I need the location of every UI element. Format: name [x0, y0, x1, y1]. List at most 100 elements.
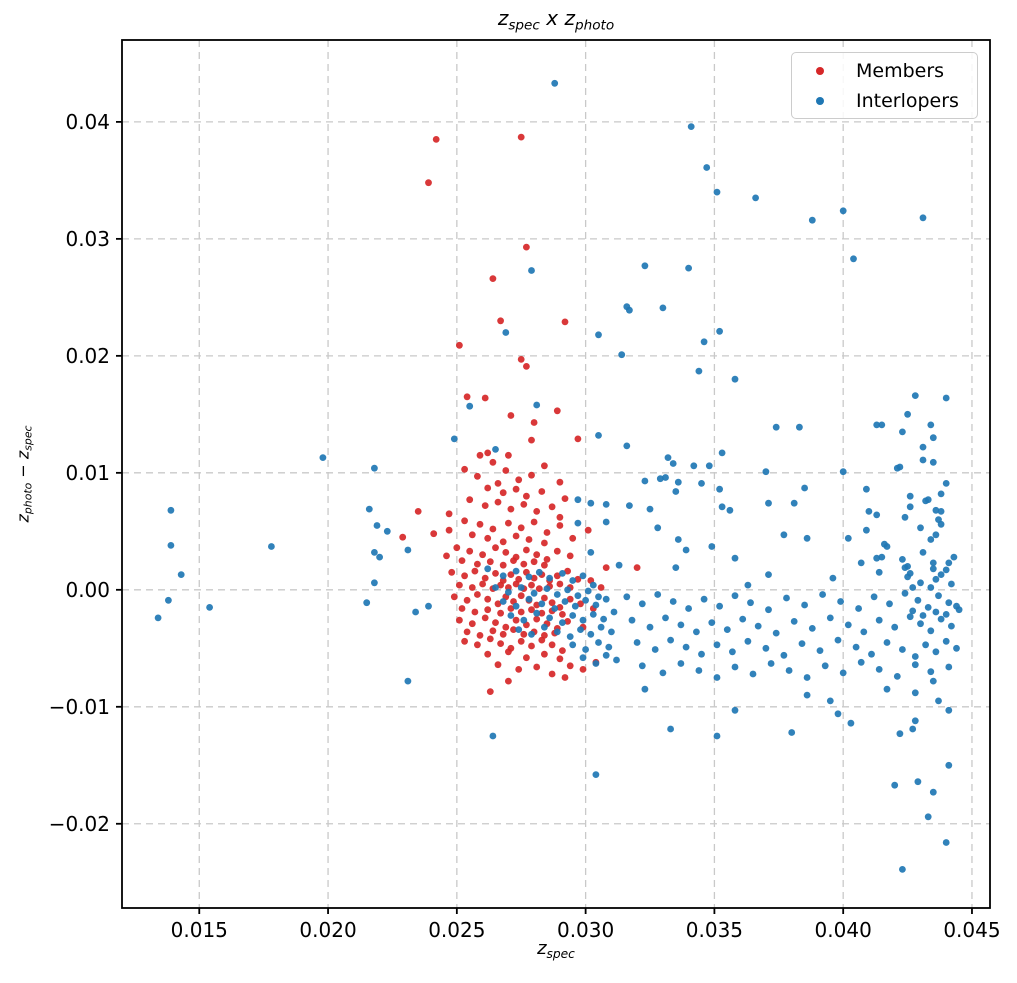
scatter-point-interlopers [685, 264, 692, 272]
scatter-point-members [484, 595, 492, 603]
scatter-point-interlopers [826, 614, 834, 622]
scatter-point-interlopers [177, 571, 185, 578]
scatter-point-interlopers [592, 771, 600, 778]
scatter-point-interlopers [865, 508, 873, 515]
scatter-point-interlopers [641, 685, 649, 693]
plot-spines [121, 39, 991, 909]
scatter-point-interlopers [525, 573, 533, 581]
scatter-point-interlopers [584, 587, 592, 595]
scatter-point-interlopers [909, 607, 917, 615]
scatter-point-members [579, 666, 587, 673]
scatter-point-interlopers [945, 706, 953, 714]
scatter-point-members [432, 136, 440, 143]
scatter-point-interlopers [600, 615, 607, 623]
scatter-point-interlopers [713, 674, 721, 681]
scatter-point-interlopers [703, 164, 711, 171]
x-tick-label: 0.020 [299, 918, 357, 942]
scatter-point-interlopers [919, 456, 927, 464]
scatter-point-members [458, 557, 466, 564]
scatter-point-interlopers [167, 542, 175, 549]
scatter-point-members [510, 557, 517, 564]
scatter-point-members [561, 495, 569, 502]
scatter-point-members [564, 567, 571, 575]
scatter-point-members [556, 478, 564, 486]
scatter-point-interlopers [165, 596, 172, 604]
scatter-point-interlopers [677, 660, 685, 667]
scatter-point-interlopers [839, 468, 847, 476]
scatter-point-interlopers [873, 511, 881, 519]
scatter-point-members [548, 503, 556, 511]
scatter-point-interlopers [873, 421, 881, 429]
scatter-point-interlopers [917, 620, 924, 628]
scatter-point-interlopers [945, 559, 953, 567]
scatter-point-interlopers [891, 781, 899, 789]
scatter-point-members [538, 636, 546, 644]
scatter-point-interlopers [917, 579, 924, 587]
x-tick-label: 0.030 [556, 918, 615, 942]
scatter-point-members [484, 534, 492, 542]
scatter-point-interlopers [953, 602, 960, 610]
scatter-point-interlopers [790, 618, 798, 625]
scatter-point-interlopers [899, 428, 906, 436]
scatter-point-interlopers [826, 697, 834, 705]
scatter-point-interlopers [929, 677, 937, 685]
scatter-point-interlopers [914, 596, 922, 604]
scatter-point-members [530, 419, 538, 426]
scatter-point-members [484, 449, 492, 457]
scatter-point-members [517, 524, 525, 532]
scatter-point-interlopers [772, 423, 780, 431]
x-tick-label: 0.035 [685, 918, 744, 942]
scatter-point-interlopers [659, 304, 667, 312]
scatter-point-interlopers [927, 536, 935, 543]
scatter-point-members [512, 616, 520, 624]
scatter-point-members [497, 581, 504, 589]
scatter-point-members [463, 596, 471, 604]
scatter-point-interlopers [857, 658, 865, 666]
scatter-point-members [474, 560, 481, 568]
scatter-point-interlopers [919, 214, 927, 222]
x-axis-label: zspec [122, 938, 990, 961]
scatter-point-interlopers [839, 669, 847, 677]
scatter-point-members [450, 593, 458, 601]
scatter-point-members [512, 580, 520, 588]
scatter-point-members [445, 510, 453, 518]
legend-item-members: Members [792, 58, 977, 84]
scatter-point-members [479, 551, 486, 559]
scatter-point-members [489, 525, 497, 533]
scatter-point-interlopers [595, 331, 602, 339]
scatter-point-members [561, 674, 569, 681]
scatter-point-interlopers [899, 646, 906, 653]
scatter-point-interlopers [922, 497, 929, 505]
scatter-point-interlopers [785, 667, 793, 674]
scatter-point-members [577, 600, 584, 608]
scatter-point-interlopers [654, 591, 662, 598]
scatter-point-members [533, 551, 541, 559]
scatter-point-interlopers [886, 600, 893, 608]
scatter-point-interlopers [942, 566, 950, 574]
scatter-point-interlopers [520, 616, 528, 624]
scatter-point-interlopers [718, 503, 726, 511]
scatter-point-interlopers [906, 503, 914, 511]
scatter-point-members [556, 513, 564, 521]
scatter-point-members [507, 412, 515, 419]
scatter-point-interlopers [664, 454, 672, 461]
scatter-point-members [556, 604, 564, 611]
scatter-point-interlopers [881, 540, 888, 548]
scatter-point-interlopers [803, 534, 811, 542]
scatter-point-interlopers [623, 442, 631, 450]
scatter-point-interlopers [924, 604, 932, 611]
scatter-point-members [528, 436, 535, 444]
scatter-point-interlopers [530, 589, 538, 597]
scatter-point-members [492, 544, 499, 552]
scatter-point-members [543, 529, 551, 536]
chart-title: zspec x zphoto [122, 6, 990, 33]
scatter-point-interlopers [819, 591, 826, 598]
scatter-point-members [486, 688, 494, 695]
scatter-point-members [517, 356, 525, 363]
scatter-point-members [548, 670, 556, 678]
scatter-point-members [548, 599, 556, 607]
scatter-point-interlopers [404, 677, 412, 685]
scatter-point-interlopers [546, 574, 553, 582]
scatter-point-interlopers [945, 663, 953, 671]
scatter-point-interlopers [927, 584, 935, 591]
